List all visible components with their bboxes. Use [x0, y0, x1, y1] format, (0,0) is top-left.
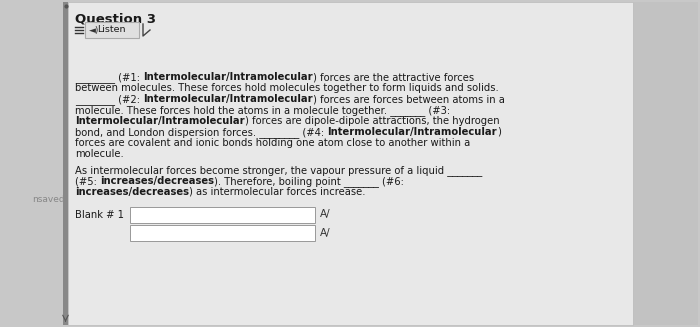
Text: Question 3: Question 3	[75, 12, 156, 25]
Text: molecule. These forces hold the atoms in a molecule together. _______ (#3:: molecule. These forces hold the atoms in…	[75, 105, 450, 116]
Text: ________ (#1:: ________ (#1:	[75, 72, 143, 83]
Text: (#5:: (#5:	[75, 176, 100, 186]
Text: forces are covalent and ionic bonds holding one atom close to another within a: forces are covalent and ionic bonds hold…	[75, 138, 470, 148]
Text: Intermolecular/Intramolecular: Intermolecular/Intramolecular	[75, 116, 244, 126]
Text: Intermolecular/Intramolecular: Intermolecular/Intramolecular	[143, 94, 313, 104]
FancyBboxPatch shape	[68, 2, 633, 325]
Text: ) forces are forces between atoms in a: ) forces are forces between atoms in a	[313, 94, 505, 104]
Text: bond, and London dispersion forces. ________ (#4:: bond, and London dispersion forces. ____…	[75, 127, 328, 138]
Text: ________ (#2:: ________ (#2:	[75, 94, 143, 105]
Text: Listen: Listen	[97, 26, 125, 35]
Bar	[63, 2, 68, 325]
Bar	[633, 2, 698, 325]
Text: ): )	[497, 127, 500, 137]
Text: Intermolecular/Intramolecular: Intermolecular/Intramolecular	[328, 127, 497, 137]
Text: ◄): ◄)	[89, 26, 99, 35]
Text: molecule.: molecule.	[75, 149, 124, 159]
FancyBboxPatch shape	[130, 207, 315, 223]
Text: nsaved: nsaved	[32, 196, 64, 204]
Text: ). Therefore, boiling point _______ (#6:: ). Therefore, boiling point _______ (#6:	[214, 176, 404, 187]
Text: increases/decreases: increases/decreases	[100, 176, 214, 186]
Text: As intermolecular forces become stronger, the vapour pressure of a liquid ______: As intermolecular forces become stronger…	[75, 165, 482, 176]
Text: Blank # 1: Blank # 1	[75, 210, 124, 220]
Text: A/: A/	[320, 228, 330, 238]
Text: increases/decreases: increases/decreases	[75, 187, 189, 197]
Text: Intermolecular/Intramolecular: Intermolecular/Intramolecular	[143, 72, 313, 82]
Text: A/: A/	[320, 209, 330, 219]
FancyBboxPatch shape	[85, 22, 139, 38]
Text: ) forces are dipole-dipole attractions, the hydrogen: ) forces are dipole-dipole attractions, …	[244, 116, 499, 126]
FancyBboxPatch shape	[130, 225, 315, 241]
Text: ) as intermolecular forces increase.: ) as intermolecular forces increase.	[189, 187, 365, 197]
Text: ) forces are the attractive forces: ) forces are the attractive forces	[313, 72, 474, 82]
Text: between molecules. These forces hold molecules together to form liquids and soli: between molecules. These forces hold mol…	[75, 83, 498, 93]
